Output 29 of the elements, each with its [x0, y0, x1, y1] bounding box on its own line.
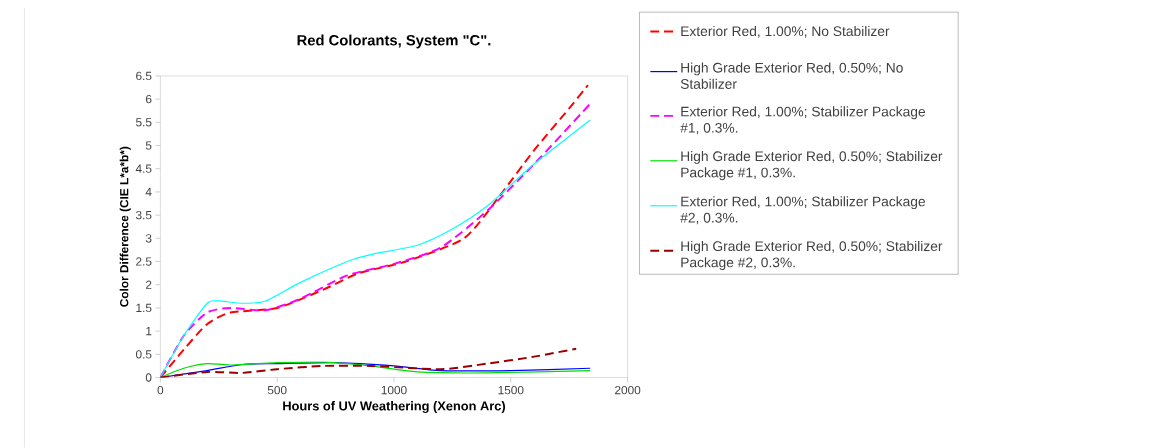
y-axis-title: Color Difference (CIE L*a*b*) — [119, 147, 131, 307]
x-tick-label: 1500 — [498, 386, 524, 395]
y-tick-label: 2.5 — [136, 257, 152, 266]
y-tick-label: 6.5 — [136, 71, 152, 81]
x-tick-label: 1000 — [381, 386, 407, 395]
x-axis-title: Hours of UV Weathering (Xenon Arc) — [283, 401, 506, 414]
y-tick-label: 4.5 — [135, 164, 152, 174]
y-tick-label: 0.5 — [135, 350, 152, 359]
chart-title: Red Colorants, System "C". — [297, 34, 491, 49]
legend-label: High Grade Exterior Red, 0.50%; Stabilizer Package #1, 0.3%. — [681, 151, 943, 181]
legend-label: High Grade Exterior Red, 0.50%; Stabilizer Package #2, 0.3%. — [681, 241, 943, 271]
y-tick-label: 5.5 — [135, 118, 152, 127]
y-tick-label: 5 — [145, 141, 152, 150]
legend-label: Exterior Red, 1.00%; No Stabilizer — [681, 26, 890, 38]
x-tick-label: 500 — [267, 386, 287, 395]
y-tick-label: 4 — [145, 188, 152, 197]
y-tick-label: 3.5 — [135, 211, 152, 220]
x-tick-label: 2000 — [615, 386, 641, 395]
y-tick-label: 1.5 — [136, 304, 152, 313]
legend-label: Exterior Red, 1.00%; Stabilizer Package #1, 0.3%. — [680, 106, 926, 135]
line-series — [160, 348, 578, 378]
y-tick-label: 0 — [145, 373, 152, 382]
y-tick-label: 6 — [145, 95, 152, 104]
legend-label: Exterior Red, 1.00%; Stabilizer Package #2, 0.3%. — [680, 196, 926, 225]
y-tick-label: 3 — [145, 234, 152, 243]
y-tick-label: 2 — [145, 280, 152, 290]
x-tick-label: 0 — [157, 386, 164, 395]
legend-label: High Grade Exterior Red, 0.50%; No Stabilizer — [680, 62, 903, 90]
y-tick-label: 1 — [146, 327, 152, 336]
